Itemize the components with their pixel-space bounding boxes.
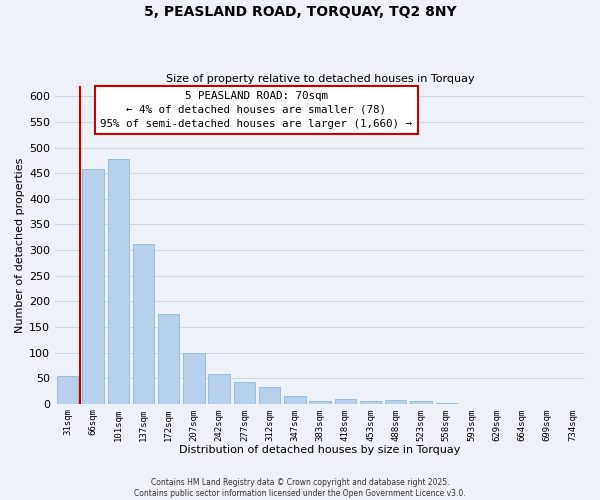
Bar <box>410 401 432 404</box>
Bar <box>436 402 457 404</box>
Bar <box>259 388 280 404</box>
Bar <box>183 352 205 404</box>
Bar <box>385 400 406 404</box>
Bar <box>208 374 230 404</box>
Bar <box>310 400 331 404</box>
Bar <box>133 244 154 404</box>
Bar <box>233 382 255 404</box>
Bar <box>335 399 356 404</box>
Bar <box>107 159 129 404</box>
Y-axis label: Number of detached properties: Number of detached properties <box>15 158 25 332</box>
Bar <box>360 401 381 404</box>
Bar <box>284 396 305 404</box>
Title: Size of property relative to detached houses in Torquay: Size of property relative to detached ho… <box>166 74 475 84</box>
Text: Contains HM Land Registry data © Crown copyright and database right 2025.
Contai: Contains HM Land Registry data © Crown c… <box>134 478 466 498</box>
Bar <box>57 376 79 404</box>
X-axis label: Distribution of detached houses by size in Torquay: Distribution of detached houses by size … <box>179 445 461 455</box>
Bar <box>82 169 104 404</box>
Text: 5, PEASLAND ROAD, TORQUAY, TQ2 8NY: 5, PEASLAND ROAD, TORQUAY, TQ2 8NY <box>143 5 457 19</box>
Bar <box>158 314 179 404</box>
Text: 5 PEASLAND ROAD: 70sqm
← 4% of detached houses are smaller (78)
95% of semi-deta: 5 PEASLAND ROAD: 70sqm ← 4% of detached … <box>100 91 412 129</box>
